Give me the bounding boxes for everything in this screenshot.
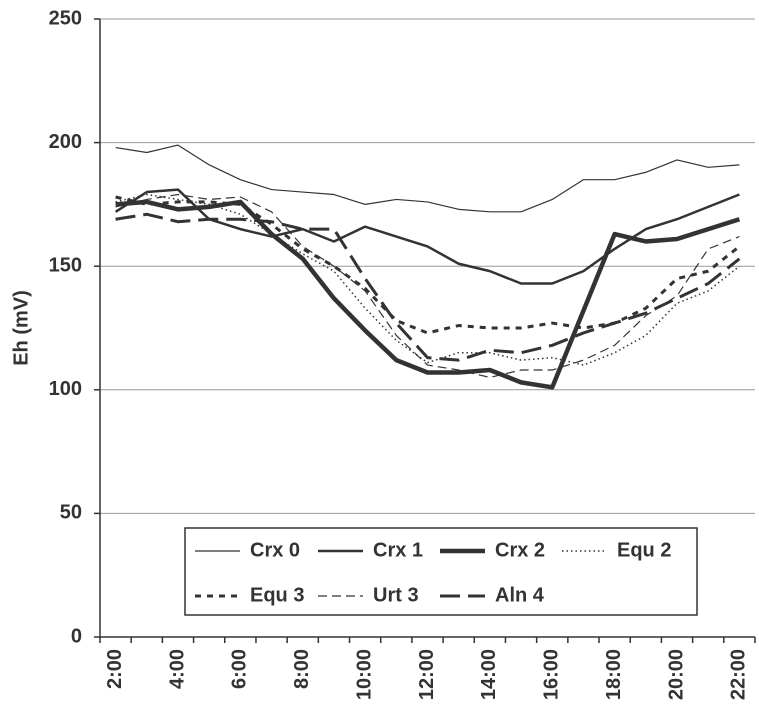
legend-box bbox=[184, 527, 698, 616]
x-tick-label: 6:00 bbox=[229, 649, 251, 689]
x-tick-label: 20:00 bbox=[665, 649, 687, 700]
x-tick-label: 18:00 bbox=[603, 649, 625, 700]
legend-label: Equ 3 bbox=[250, 584, 304, 606]
series-line bbox=[115, 199, 741, 390]
x-tick-label: 8:00 bbox=[291, 649, 313, 689]
series-line bbox=[115, 193, 740, 366]
series-line bbox=[115, 195, 741, 335]
series-line bbox=[114, 188, 740, 285]
legend-label: Urt 3 bbox=[373, 584, 419, 606]
y-axis-label: Eh (mV) bbox=[10, 290, 32, 366]
legend-label: Aln 4 bbox=[495, 584, 545, 606]
x-tick-label: 12:00 bbox=[416, 649, 438, 700]
y-tick-label: 0 bbox=[71, 625, 82, 647]
legend-label: Crx 1 bbox=[373, 539, 423, 561]
x-tick-label: 16:00 bbox=[541, 649, 563, 700]
legend-label: Equ 2 bbox=[617, 539, 671, 561]
series-line bbox=[115, 193, 740, 379]
y-tick-label: 150 bbox=[49, 254, 82, 276]
y-tick-label: 50 bbox=[60, 502, 82, 524]
y-tick-label: 200 bbox=[49, 131, 82, 153]
legend-label: Crx 2 bbox=[495, 539, 545, 561]
y-tick-label: 250 bbox=[49, 7, 82, 29]
series-line bbox=[115, 144, 740, 213]
series-line bbox=[115, 212, 741, 362]
x-tick-label: 4:00 bbox=[166, 649, 188, 689]
x-tick-label: 22:00 bbox=[728, 649, 750, 700]
legend-label: Crx 0 bbox=[250, 539, 300, 561]
y-tick-label: 100 bbox=[49, 378, 82, 400]
x-tick-label: 10:00 bbox=[353, 649, 375, 700]
x-tick-label: 14:00 bbox=[478, 649, 500, 700]
x-tick-label: 2:00 bbox=[104, 649, 126, 689]
